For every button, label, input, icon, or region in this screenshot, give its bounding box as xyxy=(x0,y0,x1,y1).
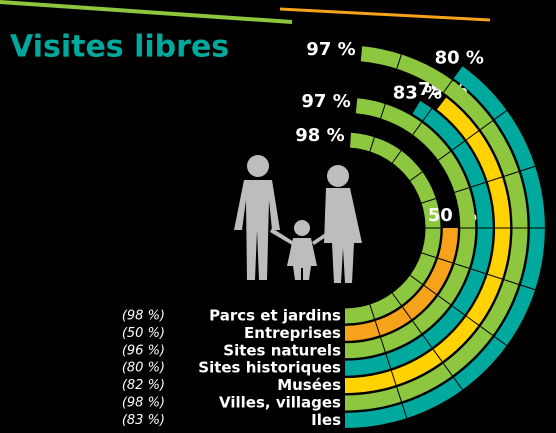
value-label: 98 % xyxy=(295,125,344,146)
ring-bar xyxy=(344,100,493,376)
category-note: (80 %) xyxy=(122,361,165,376)
ring-divider xyxy=(453,377,463,391)
category-label: Iles xyxy=(311,411,341,429)
ring-divider xyxy=(471,181,486,188)
ring-divider xyxy=(409,171,423,182)
ring-divider xyxy=(454,187,470,193)
ring-divider xyxy=(396,54,402,69)
ring-divider xyxy=(504,279,519,285)
ring-divider xyxy=(437,257,453,264)
ring-divider xyxy=(391,292,402,306)
ring-divider xyxy=(390,370,397,386)
ring-divider xyxy=(402,306,412,320)
ring-divider xyxy=(385,354,392,369)
ring-divider xyxy=(369,304,375,319)
ring-divider xyxy=(396,387,402,402)
decor-line xyxy=(0,0,293,24)
ring-divider xyxy=(437,151,451,161)
ring-divider xyxy=(487,176,503,183)
ring-divider xyxy=(494,110,508,120)
category-label: Musées xyxy=(277,376,341,394)
ring-divider xyxy=(454,263,470,269)
category-label: Entreprises xyxy=(244,324,341,342)
ring-divider xyxy=(520,284,536,291)
ring-divider xyxy=(401,403,408,419)
ring-divider xyxy=(369,137,375,152)
ring-divider xyxy=(374,320,381,336)
ring-divider xyxy=(422,108,433,121)
ring-divider xyxy=(452,140,465,151)
ring-divider xyxy=(471,268,486,275)
ring-divider xyxy=(412,320,422,334)
ring-bar xyxy=(344,227,458,341)
category-label: Sites historiques xyxy=(198,359,341,377)
ring-divider xyxy=(452,305,465,316)
ring-divider xyxy=(443,363,453,376)
ring-divider xyxy=(432,349,443,362)
ring-divider xyxy=(423,285,437,295)
ring-divider xyxy=(391,150,402,164)
category-note: (98 %) xyxy=(122,396,165,411)
ring-divider xyxy=(437,295,451,305)
value-label: 83 % xyxy=(393,83,442,104)
ring-divider xyxy=(480,326,493,336)
category-label: Villes, villages xyxy=(219,394,341,412)
ring-bar xyxy=(344,132,441,324)
category-label: Parcs et jardins xyxy=(209,307,341,325)
ring-divider xyxy=(421,198,436,204)
value-label: 97 % xyxy=(301,91,350,112)
ring-bar xyxy=(344,97,511,394)
ring-divider xyxy=(520,165,536,172)
ring-divider xyxy=(422,335,433,348)
ring-divider xyxy=(466,315,479,326)
category-note: (98 %) xyxy=(122,309,165,324)
ring-divider xyxy=(504,171,519,177)
ring-divider xyxy=(494,336,508,346)
category-label: Sites naturels xyxy=(223,341,341,359)
value-label: 97 % xyxy=(306,39,355,60)
ring-divider xyxy=(380,103,386,119)
category-note: (50 %) xyxy=(122,326,165,341)
ring-divider xyxy=(409,274,423,285)
ring-divider xyxy=(487,273,503,280)
category-note: (96 %) xyxy=(122,343,165,358)
ring-divider xyxy=(466,130,479,141)
category-note: (83 %) xyxy=(122,413,165,428)
ring-divider xyxy=(412,122,422,136)
category-note: (82 %) xyxy=(122,378,165,393)
ring-divider xyxy=(380,337,386,353)
decor-line xyxy=(279,7,491,22)
chart-title: Visites libres xyxy=(10,30,229,65)
ring-divider xyxy=(480,120,493,130)
family-icon xyxy=(234,155,362,283)
ring-divider xyxy=(443,80,453,93)
ring-bar xyxy=(344,46,528,411)
ring-divider xyxy=(421,252,436,258)
value-label: 80 % xyxy=(435,48,484,69)
ring-bar xyxy=(344,98,476,359)
